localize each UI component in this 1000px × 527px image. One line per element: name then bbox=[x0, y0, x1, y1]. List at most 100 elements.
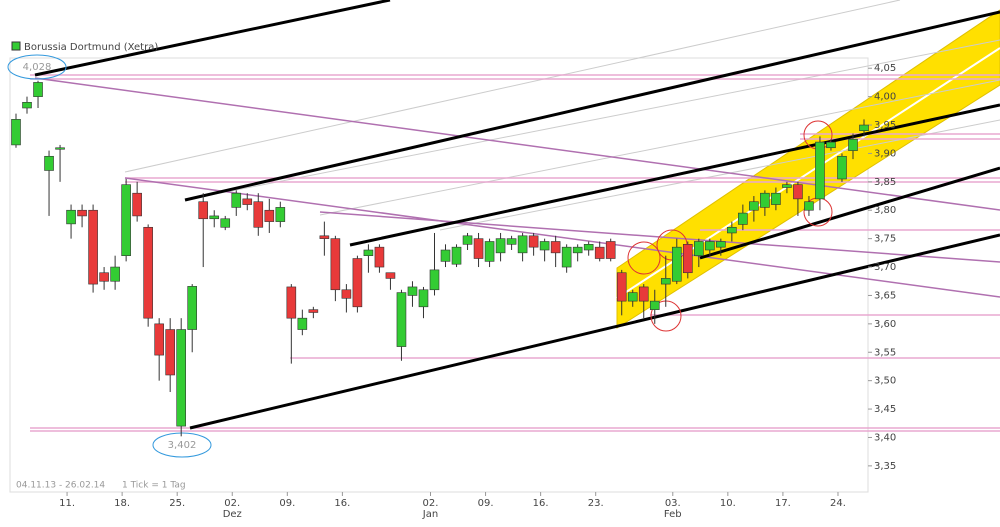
candle-body bbox=[539, 241, 550, 251]
low-label: 3,402 bbox=[168, 440, 197, 451]
candle-body bbox=[495, 238, 506, 254]
x-tick-label: 10. bbox=[720, 498, 736, 509]
x-tick-label: 02. bbox=[224, 498, 240, 509]
y-tick-label: 3,75 bbox=[874, 234, 896, 245]
candle-body bbox=[253, 201, 264, 228]
high-label: 4,028 bbox=[23, 62, 52, 73]
y-tick-label: 3,60 bbox=[874, 319, 896, 330]
candle-body bbox=[429, 269, 440, 291]
candle-body bbox=[99, 272, 109, 282]
candle-body bbox=[804, 201, 814, 211]
candle-body bbox=[859, 124, 869, 132]
candle-body bbox=[308, 309, 319, 313]
y-tick-label: 3,45 bbox=[874, 404, 896, 415]
candle-body bbox=[605, 241, 616, 259]
candle-body bbox=[407, 286, 418, 296]
x-tick-label: 02. bbox=[423, 498, 439, 509]
pink-lines bbox=[30, 74, 1000, 432]
candle-body bbox=[55, 147, 65, 150]
candle-body bbox=[583, 244, 594, 251]
candle-body bbox=[385, 272, 396, 279]
candle-body bbox=[22, 102, 32, 109]
candle-body bbox=[242, 198, 253, 205]
candle-body bbox=[154, 323, 164, 356]
high-marker bbox=[7, 54, 67, 80]
candle-body bbox=[352, 258, 363, 308]
candle-body bbox=[451, 246, 462, 265]
x-tick-label: 24. bbox=[830, 498, 846, 509]
y-tick-label: 4,05 bbox=[874, 63, 896, 74]
candle-body bbox=[440, 249, 451, 262]
candle-body bbox=[198, 201, 209, 220]
candle-body bbox=[771, 192, 781, 205]
candle-body bbox=[165, 329, 175, 376]
candle-body bbox=[473, 238, 484, 259]
candle-body bbox=[649, 300, 660, 310]
y-tick-label: 3,95 bbox=[874, 120, 896, 131]
month-label: Jan bbox=[422, 509, 438, 520]
x-tick-label: 25. bbox=[169, 498, 185, 509]
candle-body bbox=[528, 235, 539, 248]
tick-note: 1 Tick = 1 Tag bbox=[122, 481, 186, 491]
x-tick-label: 18. bbox=[114, 498, 130, 509]
candle-body bbox=[782, 184, 792, 188]
candle-body bbox=[11, 119, 21, 146]
candle-body bbox=[793, 184, 803, 200]
x-tick-label: 17. bbox=[775, 498, 791, 509]
y-tick-label: 4,00 bbox=[874, 92, 896, 103]
candle-body bbox=[286, 286, 297, 319]
candle-body bbox=[660, 278, 671, 285]
candle-body bbox=[506, 238, 517, 245]
candle-body bbox=[826, 141, 836, 149]
candle-body bbox=[275, 207, 286, 222]
candle-body bbox=[815, 141, 825, 200]
candle-body bbox=[176, 329, 186, 427]
candle-body bbox=[330, 238, 341, 291]
x-tick-label: 09. bbox=[279, 498, 295, 509]
candle-body bbox=[396, 292, 407, 347]
y-tick-label: 3,85 bbox=[874, 177, 896, 188]
candle-body bbox=[738, 212, 748, 225]
period: 04.11.13 - 26.02.14 bbox=[16, 481, 105, 491]
candle-body bbox=[264, 209, 275, 222]
candle-body bbox=[550, 241, 561, 254]
candle-body bbox=[616, 272, 627, 302]
candle-body bbox=[341, 289, 352, 299]
month-label: Feb bbox=[664, 509, 682, 520]
candle-body bbox=[561, 246, 572, 268]
candle-body bbox=[363, 249, 374, 256]
y-tick-label: 3,65 bbox=[874, 290, 896, 301]
candle-body bbox=[705, 241, 715, 251]
candle-body bbox=[749, 201, 759, 211]
candle-body bbox=[638, 286, 649, 302]
x-tick-label: 11. bbox=[59, 498, 75, 509]
candle-body bbox=[121, 184, 131, 256]
candle-body bbox=[209, 215, 220, 220]
x-tick-label: 16. bbox=[334, 498, 350, 509]
candle-body bbox=[418, 289, 429, 308]
candle-body bbox=[374, 246, 385, 268]
candle-body bbox=[77, 209, 87, 217]
candle-body bbox=[231, 192, 242, 208]
purple-lines bbox=[34, 77, 1000, 298]
candle-body bbox=[66, 209, 76, 225]
y-tick-label: 3,55 bbox=[874, 347, 896, 358]
legend-label: Borussia Dortmund (Xetra) bbox=[24, 42, 158, 53]
y-tick-label: 3,50 bbox=[874, 376, 896, 387]
x-tick-label: 03. bbox=[665, 498, 681, 509]
x-tick-label: 16. bbox=[533, 498, 549, 509]
y-tick-label: 3,40 bbox=[874, 432, 896, 443]
candle-body bbox=[44, 155, 54, 171]
candle-body bbox=[594, 246, 605, 259]
y-tick-label: 3,90 bbox=[874, 148, 896, 159]
candle-body bbox=[837, 155, 847, 180]
y-tick-label: 3,80 bbox=[874, 205, 896, 216]
candle-body bbox=[462, 235, 473, 245]
candle-body bbox=[517, 235, 528, 254]
y-tick-label: 3,35 bbox=[874, 461, 896, 472]
candle-body bbox=[187, 286, 198, 330]
candle-body bbox=[716, 241, 726, 248]
month-label: Dez bbox=[223, 509, 242, 520]
low-marker bbox=[152, 432, 212, 458]
